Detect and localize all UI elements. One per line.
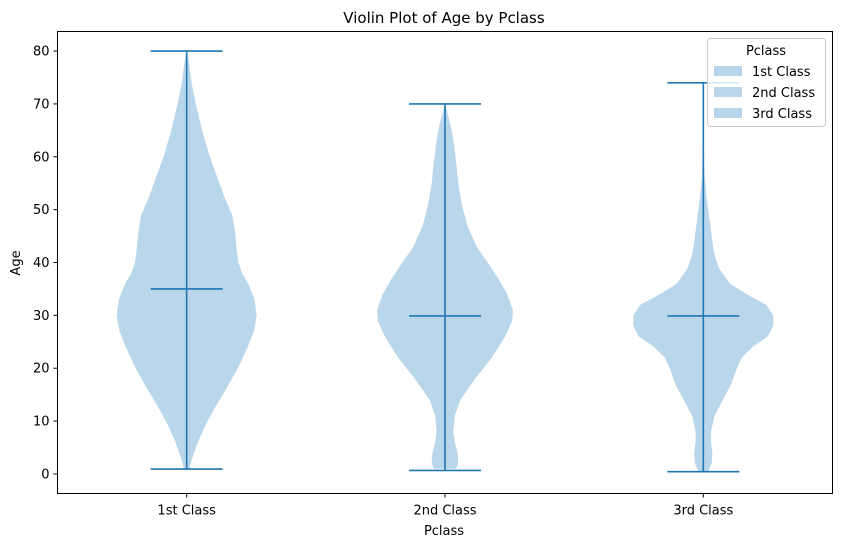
legend-swatch-1 [714,66,742,76]
y-tick-label: 40 [33,256,50,271]
x-tick-label: 3rd Class [673,504,733,519]
y-tick-label: 0 [41,467,49,482]
x-axis-label: Pclass [424,524,464,539]
x-tick-label: 2nd Class [413,504,476,519]
legend: Pclass 1st Class 2nd Class 3rd Class [707,38,826,127]
y-tick-label: 50 [33,203,50,218]
y-tick-label: 60 [33,150,50,165]
y-axis-label: Age [9,250,24,275]
y-tick-label: 80 [33,45,50,60]
y-tick-label: 30 [33,309,50,324]
chart-title: Violin Plot of Age by Pclass [343,9,545,27]
legend-swatch-3 [714,108,742,118]
y-tick-label: 10 [33,415,50,430]
legend-swatch-2 [714,87,742,97]
legend-box [707,38,826,127]
x-axis: 1st Class 2nd Class 3rd Class [157,493,734,519]
stats-lines-layer [150,50,740,473]
legend-entry-3: 3rd Class [752,107,812,122]
y-tick-label: 70 [33,97,50,112]
x-tick-label: 1st Class [157,504,216,519]
y-axis: 0 10 20 30 40 50 60 70 80 [33,45,58,482]
legend-entry-1: 1st Class [752,65,811,80]
y-tick-label: 20 [33,362,50,377]
legend-entry-2: 2nd Class [752,86,815,101]
legend-title: Pclass [746,44,786,59]
